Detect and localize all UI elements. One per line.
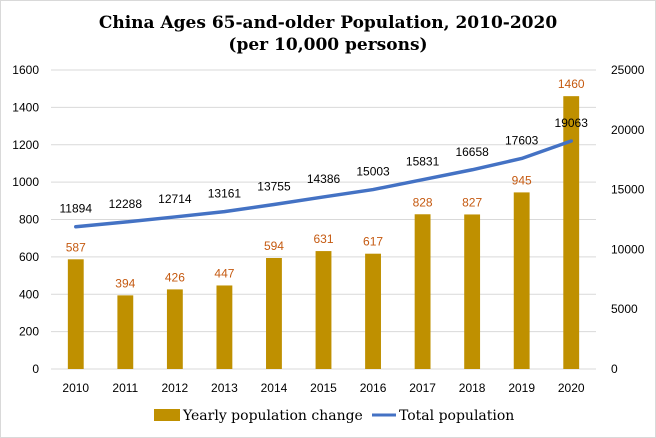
left-axis-tick-label: 400 bbox=[19, 287, 39, 301]
bar bbox=[365, 253, 381, 369]
bar-value-label: 828 bbox=[413, 195, 433, 209]
bar bbox=[117, 295, 134, 369]
bar bbox=[67, 259, 84, 369]
chart-title: China Ages 65-and-older Population, 2010… bbox=[99, 13, 558, 33]
x-axis-tick-label: 2018 bbox=[459, 381, 486, 395]
x-axis-ticks: 2010 2011 2012 2013 2014 2015 2016 2017 2018 2019… bbox=[62, 381, 584, 395]
x-axis-tick-label: 2012 bbox=[162, 381, 189, 395]
x-axis-tick-label: 2014 bbox=[261, 381, 288, 395]
left-axis-tick-label: 800 bbox=[19, 213, 39, 227]
x-axis-tick-label: 2020 bbox=[558, 381, 585, 395]
bar bbox=[414, 214, 431, 369]
line-value-label: 19063 bbox=[555, 116, 589, 130]
right-axis-tick-label: 15000 bbox=[611, 183, 645, 197]
line-value-label: 11894 bbox=[60, 202, 93, 216]
legend-label-line: Total population bbox=[399, 408, 514, 424]
left-axis-ticks: 0 200 400 600 800 1000 1200 1400 1600 bbox=[12, 63, 39, 376]
bar-value-label: 394 bbox=[115, 276, 135, 290]
left-axis-tick-label: 600 bbox=[19, 250, 39, 264]
grid-lines bbox=[51, 69, 596, 370]
total-population-line bbox=[74, 139, 573, 229]
legend-label-bars: Yearly population change bbox=[182, 408, 363, 424]
bar bbox=[166, 289, 183, 369]
right-axis-tick-label: 0 bbox=[611, 362, 618, 376]
bar-value-label: 447 bbox=[214, 266, 234, 280]
line-value-label: 13755 bbox=[257, 179, 291, 193]
legend-swatch-bars bbox=[154, 409, 180, 421]
right-axis-tick-label: 10000 bbox=[611, 242, 645, 256]
bar-value-label: 587 bbox=[66, 240, 86, 254]
bar bbox=[315, 251, 332, 369]
left-axis-tick-label: 200 bbox=[19, 325, 39, 339]
bar bbox=[464, 214, 481, 369]
line-series: 11894 12288 12714 13161 13755 14386 15003 15831… bbox=[60, 116, 589, 229]
bar-value-label: 617 bbox=[363, 235, 383, 249]
x-axis-tick-label: 2011 bbox=[112, 381, 138, 395]
x-axis-tick-label: 2019 bbox=[508, 381, 535, 395]
line-value-label: 15003 bbox=[356, 165, 390, 179]
right-axis-tick-label: 25000 bbox=[611, 63, 645, 77]
bar bbox=[266, 257, 282, 369]
x-axis-tick-label: 2017 bbox=[409, 381, 436, 395]
left-axis-tick-label: 1200 bbox=[12, 138, 39, 152]
bar-value-label: 594 bbox=[264, 239, 284, 253]
right-axis-ticks: 0 5000 10000 15000 20000 25000 bbox=[611, 63, 645, 376]
line-value-label: 16658 bbox=[455, 145, 489, 159]
x-axis-tick-label: 2015 bbox=[310, 381, 337, 395]
line-value-label: 12288 bbox=[109, 197, 143, 211]
right-axis-tick-label: 20000 bbox=[611, 123, 645, 137]
line-value-label: 12714 bbox=[158, 192, 192, 206]
bar-value-label: 1460 bbox=[558, 77, 585, 91]
right-axis-tick-label: 5000 bbox=[611, 302, 638, 316]
left-axis-tick-label: 0 bbox=[32, 362, 39, 376]
left-axis-tick-label: 1400 bbox=[12, 100, 39, 114]
line-value-label: 14386 bbox=[307, 172, 341, 186]
bar bbox=[513, 192, 530, 369]
line-value-label: 17603 bbox=[505, 133, 539, 147]
bar-value-label: 426 bbox=[165, 270, 185, 284]
bar-value-label: 827 bbox=[462, 195, 482, 209]
legend: Yearly population change Total populatio… bbox=[154, 408, 514, 424]
line-value-label: 15831 bbox=[406, 155, 440, 169]
line-value-label: 13161 bbox=[208, 187, 242, 201]
x-axis-tick-label: 2013 bbox=[211, 381, 238, 395]
x-axis-tick-label: 2016 bbox=[360, 381, 387, 395]
left-axis-tick-label: 1600 bbox=[12, 63, 39, 77]
bar bbox=[563, 96, 580, 369]
left-axis-tick-label: 1000 bbox=[12, 175, 39, 189]
bar-value-label: 945 bbox=[512, 173, 532, 187]
bar bbox=[216, 285, 233, 369]
bar-series: 587 394 426 447 594 631 617 828 827 945 1460 bbox=[66, 77, 585, 369]
chart-subtitle: (per 10,000 persons) bbox=[228, 35, 427, 55]
bar-value-label: 631 bbox=[313, 232, 333, 246]
x-axis-tick-label: 2010 bbox=[62, 381, 89, 395]
